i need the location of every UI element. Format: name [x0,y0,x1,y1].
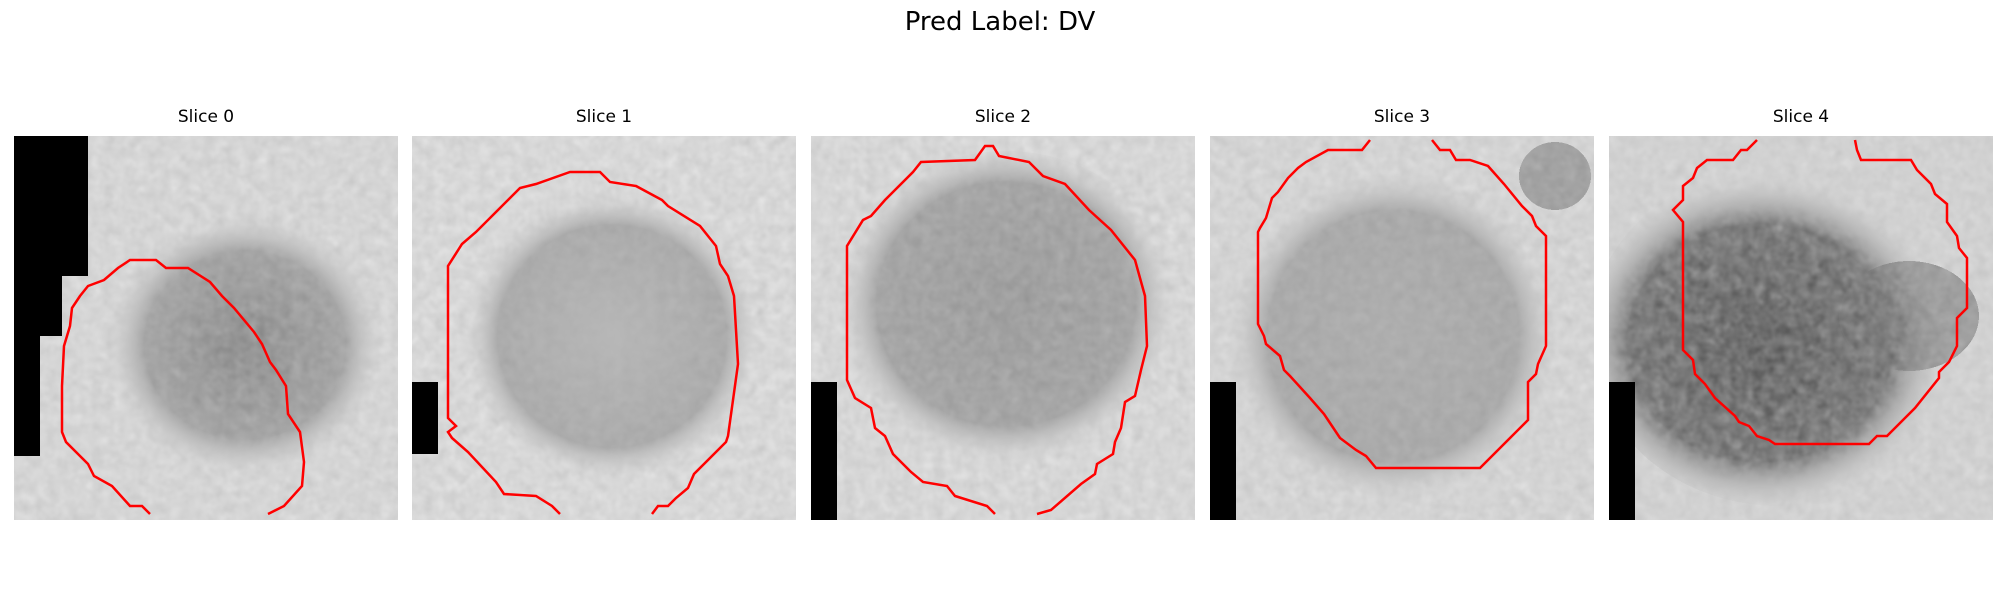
contour-line [60,258,306,516]
slice-title: Slice 0 [177,107,235,127]
mask-block [412,382,438,454]
slice-panel-0: Slice 0 [14,106,398,520]
contour-line [845,144,1149,516]
contour-line [1671,139,1969,446]
figure-title: Pred Label: DV [904,7,1096,37]
slice-title: Slice 3 [1373,107,1431,127]
slice-panel-4: Slice 4 [1609,106,1993,520]
slice-title: Slice 1 [575,107,633,127]
mask-block [1609,382,1635,520]
slice-panel-3: Slice 3 [1210,106,1594,520]
slice-title: Slice 4 [1772,107,1830,127]
slice-image [811,136,1195,520]
contour-line [446,170,740,515]
contour-line [1256,139,1548,470]
slice-image [1609,136,1993,520]
mask-block [1210,382,1236,520]
slice-panel-2: Slice 2 [811,106,1195,520]
slice-image [1210,136,1594,520]
mask-block [14,136,88,456]
slice-title: Slice 2 [974,107,1032,127]
slice-image [412,136,796,520]
slice-image [14,136,398,520]
mask-block [811,382,837,520]
slice-panel-1: Slice 1 [412,106,796,520]
